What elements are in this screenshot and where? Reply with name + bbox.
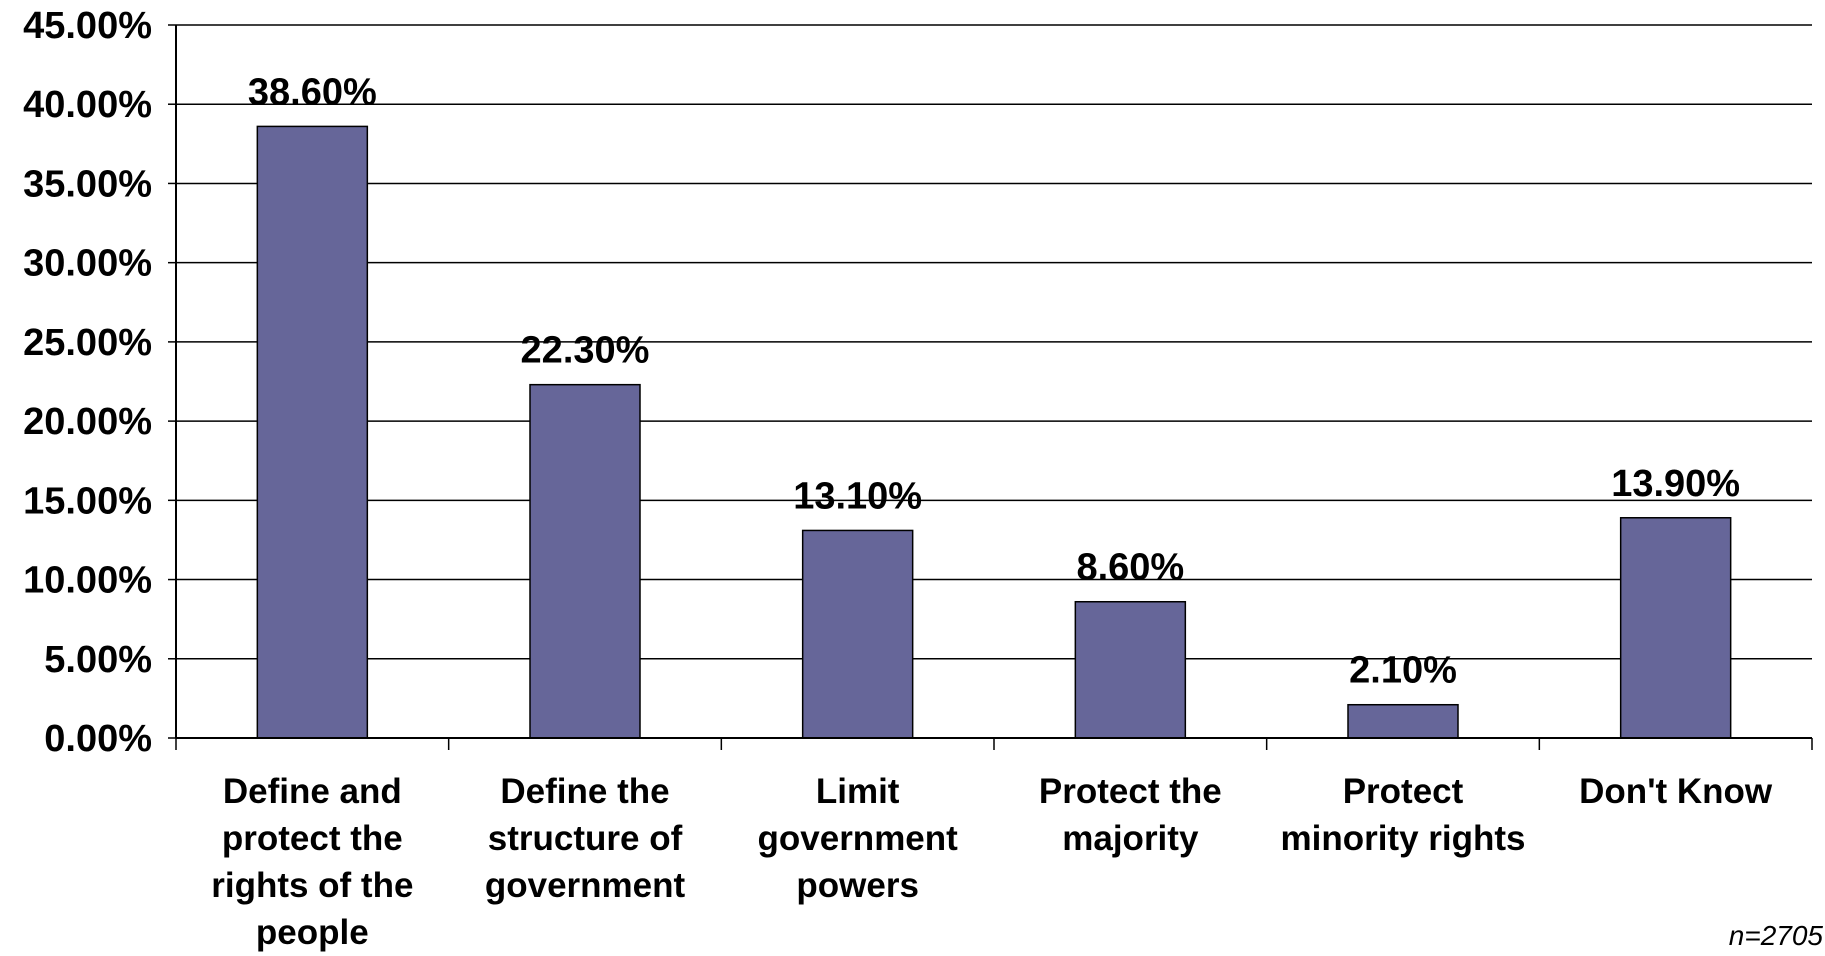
category-label: Define and protect the rights of the peo… <box>211 772 414 952</box>
category-label: Limit government powers <box>757 772 958 905</box>
bar <box>1074 600 1187 739</box>
bar <box>801 529 914 739</box>
axes <box>175 25 1812 739</box>
bars <box>256 125 1732 739</box>
category-label: Don't Know <box>1579 772 1773 811</box>
category-label: Protect the majority <box>1038 772 1222 858</box>
y-tick-label: 25.00% <box>23 322 152 364</box>
y-tick-label: 45.00% <box>23 5 152 47</box>
bar <box>1619 517 1732 739</box>
y-tick-label: 15.00% <box>23 480 152 522</box>
data-label: 13.10% <box>793 475 922 517</box>
bar <box>529 383 641 739</box>
y-tick-label: 10.00% <box>23 560 152 602</box>
bar <box>1347 703 1459 739</box>
category-label: Define the structure of government <box>484 772 686 905</box>
y-tick-label: 40.00% <box>23 84 152 126</box>
bar <box>256 125 369 739</box>
data-label: 13.90% <box>1611 463 1740 505</box>
grid-lines <box>176 24 1812 660</box>
y-tick-label: 5.00% <box>44 639 152 681</box>
y-tick-label: 0.00% <box>44 718 152 760</box>
y-tick-label: 30.00% <box>23 243 152 285</box>
sample-size-note: n=2705 <box>1728 920 1823 951</box>
y-tick-labels: 0.00% 5.00% 10.00% 15.00% 20.00% 25.00% 30.00%… <box>23 5 1813 760</box>
data-label: 38.60% <box>248 71 377 113</box>
data-label: 8.60% <box>1076 547 1184 589</box>
y-tick-label: 35.00% <box>23 163 152 205</box>
category-label: Protect minority rights <box>1280 772 1526 858</box>
data-label: 22.30% <box>521 330 650 372</box>
data-label: 2.10% <box>1349 650 1457 692</box>
y-tick-label: 20.00% <box>23 401 152 443</box>
data-labels: 38.60% 22.30% 13.10% 8.60% 2.10% 13.90% <box>248 71 1740 691</box>
